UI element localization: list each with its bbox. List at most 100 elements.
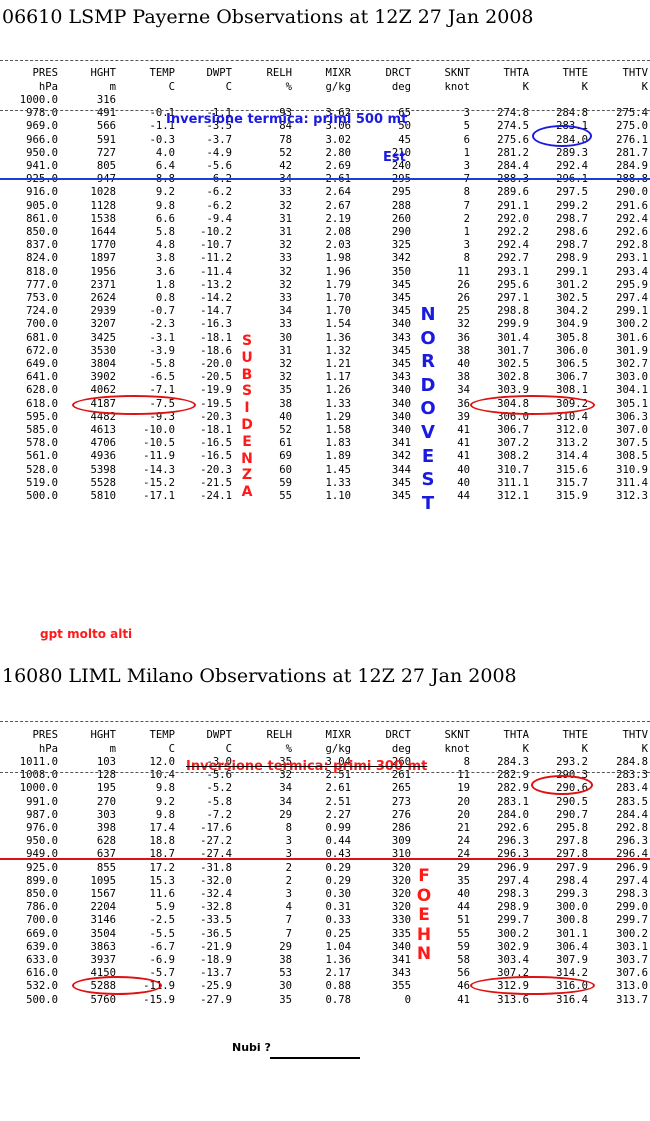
letter: D (241, 416, 253, 433)
table-cell: 681.0 (26, 331, 58, 344)
letter: O (416, 885, 432, 906)
col-header: DWPT (206, 729, 232, 741)
col-header: TEMP (149, 67, 175, 79)
table-cell: 340 (391, 318, 411, 331)
table-cell: 292.8 (616, 239, 648, 252)
table-row: 500.0 5810 -17.1 -24.1 55 1.10 345 44 312.1 315.9… (0, 490, 648, 503)
table-cell: 0.33 (325, 914, 351, 927)
table-cell: 5760 (90, 993, 116, 1006)
milano-units-row: hPa m C C % g/kg deg knot K K K (0, 742, 648, 756)
table-cell: -10.0 (143, 424, 175, 437)
table-cell: 293.1 (497, 265, 529, 278)
table-cell: 84 (279, 120, 292, 133)
table-cell: 11 (457, 265, 470, 278)
table-cell: 35 (457, 874, 470, 887)
subsidenza-vertical-label: S U B S I D E N Z A (238, 333, 256, 501)
table-cell: 282.9 (497, 782, 529, 795)
table-cell: 39 (457, 410, 470, 423)
table-cell: 345 (391, 305, 411, 318)
table-cell: 52 (279, 146, 292, 159)
table-cell: 861.0 (26, 212, 58, 225)
table-row: 669.0 3504 -5.5 -36.5 7 0.25 335 55 300.2 301.1 30… (0, 928, 648, 941)
letter: Z (241, 467, 253, 484)
table-cell: 9.8 (155, 199, 175, 212)
table-cell: -6.2 (206, 186, 232, 199)
col-unit: hPa (38, 743, 58, 755)
milano-inversion-label: Inversione termica: primi 300 mt (186, 759, 428, 774)
table-cell: 309 (391, 835, 411, 848)
table-cell: 38 (279, 397, 292, 410)
letter: S (421, 469, 435, 491)
table-cell: -3.9 (149, 344, 175, 357)
table-cell: -10.7 (200, 239, 232, 252)
table-cell: 925.0 (26, 861, 58, 874)
table-row: 528.0 5398 -14.3 -20.3 60 1.45 344 40 310.7 315.6… (0, 464, 648, 477)
table-cell: 21 (457, 822, 470, 835)
table-cell: 270 (96, 795, 116, 808)
table-cell (351, 94, 411, 107)
table-row: 616.0 4150 -5.7 -13.7 53 2.17 343 56 307.2 314.2 3… (0, 967, 648, 980)
table-cell: -24.1 (200, 490, 232, 503)
table-cell: 3207 (90, 318, 116, 331)
table-cell: 297.8 (556, 848, 588, 861)
col-unit: K (641, 743, 648, 755)
table-cell: 41 (457, 993, 470, 1006)
table-cell: 296.3 (616, 835, 648, 848)
table-cell: 60 (279, 463, 292, 476)
table-cell: 2.17 (325, 967, 351, 980)
table-cell: 966.0 (26, 133, 58, 146)
table-cell: 313.7 (616, 993, 648, 1006)
table-cell: 301.2 (556, 278, 588, 291)
table-cell: 292.4 (616, 212, 648, 225)
table-cell: -16.3 (200, 318, 232, 331)
table-cell: -14.2 (200, 292, 232, 305)
table-row: 950.0 727 4.0 -4.9 52 2.80 210 1 281.2 289.3 281.7 (0, 147, 648, 160)
table-cell: 3902 (90, 371, 116, 384)
table-cell: 303.9 (497, 384, 529, 397)
table-cell: 295 (391, 186, 411, 199)
table-cell: 1095 (90, 874, 116, 887)
table-cell: -2.3 (149, 318, 175, 331)
table-cell: 9.2 (155, 795, 175, 808)
table-cell: 3504 (90, 927, 116, 940)
col-unit: knot (444, 81, 470, 93)
table-cell: -10.2 (200, 226, 232, 239)
table-cell: -21.9 (200, 940, 232, 953)
table-cell: 669.0 (26, 927, 58, 940)
table-cell: 3.02 (325, 133, 351, 146)
table-cell: 195 (96, 782, 116, 795)
table-cell: 29 (457, 861, 470, 874)
table-cell: 700.0 (26, 318, 58, 331)
table-cell: 301.7 (497, 344, 529, 357)
table-cell: 303.1 (616, 940, 648, 953)
table-cell: 300.2 (616, 318, 648, 331)
table-row: 1000.0 195 9.8 -5.2 34 2.61 265 19 282.9 290.6 283… (0, 782, 648, 795)
table-cell: 300.0 (556, 901, 588, 914)
table-cell: 1.45 (325, 463, 351, 476)
table-cell: 308.1 (556, 384, 588, 397)
table-row: 753.0 2624 0.8 -14.2 33 1.70 345 26 297.1 302.5 29… (0, 292, 648, 305)
table-cell: 1 (463, 226, 470, 239)
thte-highlight-ellipse (532, 125, 592, 147)
table-cell: 343 (391, 371, 411, 384)
table-row: 786.0 2204 5.9 -32.8 4 0.31 320 44 298.9 300.0 299… (0, 901, 648, 914)
table-cell: -19.5 (200, 397, 232, 410)
table-cell: -5.8 (149, 358, 175, 371)
table-cell: 297.5 (556, 186, 588, 199)
table-cell: 1.98 (325, 252, 351, 265)
table-cell: 340 (391, 397, 411, 410)
table-row: 585.0 4613 -10.0 -18.1 52 1.58 340 41 306.7 312.0… (0, 424, 648, 437)
table-cell: 345 (391, 358, 411, 371)
table-cell: -4.9 (206, 146, 232, 159)
table-cell: -11.9 (143, 450, 175, 463)
table-cell: 284.0 (497, 808, 529, 821)
table-cell: 4706 (90, 437, 116, 450)
table-cell: 0 (404, 993, 411, 1006)
table-cell: 12.0 (149, 756, 175, 768)
table-cell: 288 (391, 199, 411, 212)
est-label: Est (383, 150, 406, 165)
table-cell: 308.5 (616, 450, 648, 463)
table-cell: 283.1 (497, 795, 529, 808)
table-cell: 29 (279, 940, 292, 953)
table-cell: 32 (279, 265, 292, 278)
